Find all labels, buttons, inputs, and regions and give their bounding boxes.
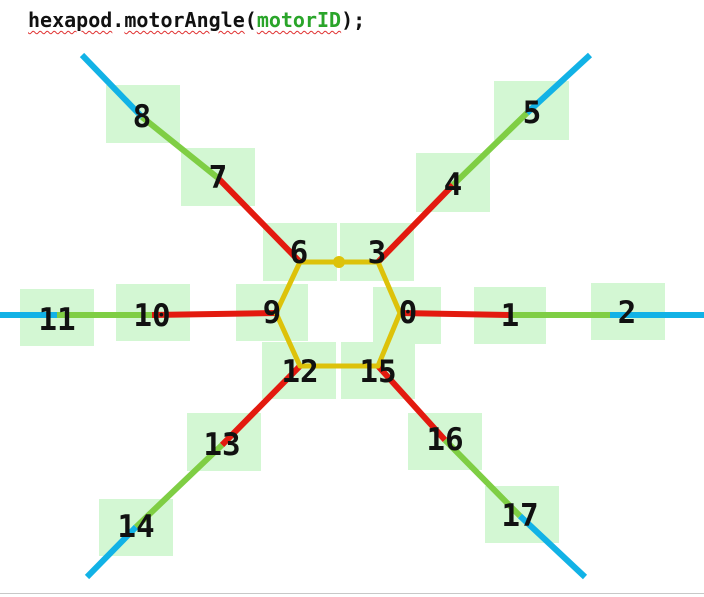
motor-label-10: 10	[133, 298, 170, 334]
motor-label-3: 3	[368, 235, 387, 271]
leg-3-4-5-segment-2	[450, 110, 530, 188]
code-object: hexapod	[28, 8, 113, 32]
leg-0-1-2-segment-1	[399, 310, 511, 318]
code-snippet: hexapod.motorAngle(motorID);	[28, 8, 365, 32]
leg-15-16-17-segment-2	[442, 437, 523, 519]
leg-15-16-17-segment-3	[517, 513, 588, 580]
motor-label-4: 4	[444, 167, 463, 203]
motor-label-box-2	[591, 283, 665, 340]
leg-12-13-14-segment-3	[84, 524, 139, 580]
leg-6-7-8-segment-3	[79, 52, 145, 120]
motor-label-13: 13	[203, 427, 240, 463]
motor-label-16: 16	[426, 422, 463, 458]
leg-12-13-14-segment-1	[219, 363, 303, 448]
leg-3-4-5-segment-1	[375, 182, 456, 265]
leg-12-13-14-segment-2	[133, 442, 225, 530]
hexapod-body	[273, 256, 403, 369]
leg-6-7-8-segment-2	[140, 114, 220, 181]
label-boxes	[20, 81, 665, 556]
leg-15-16-17-segment-1	[375, 363, 448, 443]
motor-label-15: 15	[359, 354, 396, 390]
motor-label-5: 5	[523, 95, 542, 131]
motor-label-12: 12	[281, 354, 318, 390]
motor-label-2: 2	[618, 295, 637, 331]
motor-label-1: 1	[501, 298, 520, 334]
motor-label-7: 7	[209, 160, 228, 196]
code-close: );	[341, 8, 366, 32]
bottom-divider	[0, 593, 704, 594]
motor-label-17: 17	[501, 498, 538, 534]
code-open-paren: (	[244, 8, 257, 32]
legs	[0, 52, 704, 580]
motor-label-9: 9	[263, 295, 282, 331]
code-dot: .	[112, 8, 125, 32]
motor-label-11: 11	[38, 302, 75, 338]
body-center-dot	[333, 256, 345, 268]
motor-label-0: 0	[399, 295, 418, 331]
motor-label-8: 8	[133, 99, 152, 135]
motor-label-14: 14	[117, 509, 154, 545]
leg-3-4-5-segment-3	[524, 52, 593, 116]
code-argument: motorID	[256, 8, 342, 32]
code-method: motorAngle	[124, 8, 245, 32]
leg-9-10-11-segment-1	[151, 310, 277, 318]
body-hexagon	[273, 259, 403, 369]
motor-label-box-3	[340, 223, 414, 281]
motor-label-6: 6	[290, 235, 309, 271]
leg-6-7-8-segment-1	[215, 175, 303, 265]
